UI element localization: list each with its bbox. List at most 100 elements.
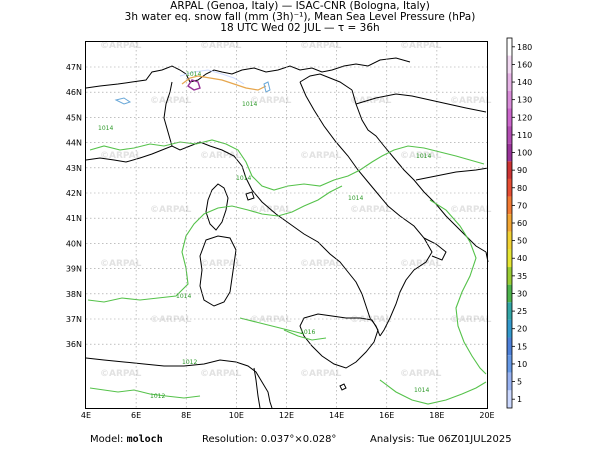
colorbar-swatch (507, 284, 512, 303)
isobar-1014-ionian (379, 379, 487, 405)
isobar-1014-east (429, 199, 487, 375)
arpal-watermark: ©ARPAL (100, 259, 142, 269)
colorbar-swatch (507, 267, 512, 285)
arpal-watermark: ©ARPAL (400, 369, 442, 379)
sardinia (199, 235, 237, 307)
colorbar-label: 110 (517, 131, 532, 140)
arpal-watermark: ©ARPAL (100, 151, 142, 161)
lat-label: 44N (66, 139, 82, 148)
colorbar-label: 35 (517, 272, 527, 281)
arpal-watermark: ©ARPAL (400, 151, 442, 161)
arpal-watermark: ©ARPAL (150, 96, 192, 106)
lon-label: 10E (229, 411, 244, 420)
arpal-watermark: ©ARPAL (450, 96, 492, 106)
colorbar-label: 50 (517, 237, 527, 246)
lon-label: 20E (479, 411, 494, 420)
latitude-labels: 47N 46N 45N 44N 43N 42N 41N 40N 39N 38N 37N 36N (66, 63, 82, 349)
snow-1mm (179, 69, 245, 85)
colorbar-swatch (507, 231, 512, 250)
colorbar-label: 1 (517, 395, 522, 404)
elba (245, 191, 255, 201)
lat-label: 43N (66, 164, 82, 173)
resolution: Resolution: 0.037°×0.028° (202, 434, 337, 445)
title-line-2: 3h water eq. snow fall (mm (3h)⁻¹), Mean… (124, 11, 476, 23)
colorbar-swatch (507, 90, 512, 109)
isobar-label: 1012 (182, 359, 197, 366)
colorbar-label: 130 (517, 96, 532, 105)
colorbar-swatch (507, 126, 512, 144)
isobar-label: 1014 (98, 125, 113, 132)
isobar-label: 1014 (176, 293, 191, 300)
arpal-watermark: ©ARPAL (200, 151, 242, 161)
arpal-watermark: ©ARPAL (200, 259, 242, 269)
lat-label: 39N (66, 265, 82, 274)
isobar-label: 1012 (150, 393, 165, 400)
colorbar-label: 100 (517, 149, 532, 158)
colorbar-label: 120 (517, 113, 532, 122)
isobar-label: 1014 (186, 71, 201, 78)
lat-label: 46N (66, 88, 82, 97)
colorbar-swatch (507, 249, 512, 268)
colorbar-label: 5 (517, 378, 522, 387)
colorbar-swatch (507, 302, 512, 320)
colorbar-label: 25 (517, 307, 527, 316)
colorbar-label: 180 (517, 43, 532, 52)
arpal-watermark: ©ARPAL (300, 41, 342, 51)
analysis-time: Analysis: Tue 06Z01JUL2025 (370, 434, 512, 445)
arpal-watermark: ©ARPAL (200, 369, 242, 379)
colorbar-label: 90 (517, 166, 527, 175)
isobar-labels: 1014 1014 1014 1014 1014 1014 1014 1012 … (98, 71, 431, 400)
venice-coast (299, 73, 353, 91)
lat-label: 38N (66, 290, 82, 299)
lake-geneva (114, 97, 132, 105)
colorbar-swatch (507, 390, 512, 408)
puglia-coast (423, 237, 447, 261)
arpal-watermark: ©ARPAL (400, 259, 442, 269)
colorbar-label: 140 (517, 78, 532, 87)
colorbar-swatch (507, 161, 512, 179)
arpal-watermark: ©ARPAL (400, 41, 442, 51)
isobar-1014-sea (87, 185, 343, 303)
colorbar-label: 10 (517, 360, 527, 369)
lat-label: 36N (66, 340, 82, 349)
colorbar-label: 60 (517, 219, 527, 228)
lon-label: 18E (429, 411, 444, 420)
lakes (114, 81, 271, 105)
lon-label: 8E (181, 411, 191, 420)
colorbar-swatch (507, 319, 512, 338)
map-frame (85, 41, 488, 409)
colorbar: 1801601401301201101009080706050403530252… (506, 37, 532, 409)
colorbar-label: 80 (517, 184, 527, 193)
colorbar-label: 30 (517, 289, 527, 298)
france-coast (85, 145, 191, 163)
isobar-label: 1014 (416, 153, 431, 160)
colorbar-label: 15 (517, 342, 527, 351)
coastlines (85, 57, 489, 409)
title-line-1: ARPAL (Genoa, Italy) — ISAC-CNR (Bologna… (170, 0, 430, 12)
snowfall-contours (179, 69, 267, 91)
malta (339, 383, 347, 391)
corsica (205, 183, 229, 231)
lon-label: 14E (329, 411, 344, 420)
balkan-border (355, 93, 487, 113)
arpal-watermark: ©ARPAL (200, 41, 242, 51)
colorbar-swatch (507, 196, 512, 215)
sicily (299, 313, 379, 369)
arpal-watermark: ©ARPAL (150, 205, 192, 215)
arpal-watermark: ©ARPAL (300, 151, 342, 161)
north-africa-coast (85, 357, 273, 409)
colorbar-label: 40 (517, 254, 527, 263)
balkan-border-2 (415, 167, 489, 181)
colorbar-swatch (507, 337, 512, 356)
africa-border (253, 367, 261, 409)
model-value: moloch (126, 434, 163, 445)
isobar-label: 1014 (348, 195, 363, 202)
colorbar-swatch (507, 214, 512, 232)
arpal-watermark: ©ARPAL (450, 205, 492, 215)
colorbar-swatch (507, 178, 512, 197)
lon-label: 16E (379, 411, 394, 420)
colorbar-label: 160 (517, 60, 532, 69)
longitude-labels: 4E 6E 8E 10E 12E 14E 16E 18E 20E (81, 411, 495, 420)
isobar-label: 1014 (236, 175, 251, 182)
